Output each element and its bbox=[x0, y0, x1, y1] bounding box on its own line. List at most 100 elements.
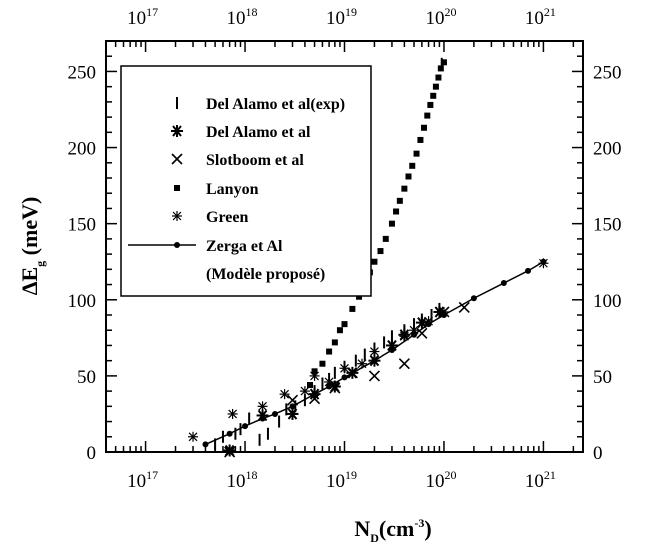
legend-label: Zerga et Al bbox=[206, 238, 283, 255]
data-point bbox=[309, 370, 320, 381]
legend-item: Slotboom et al bbox=[171, 152, 304, 169]
data-point bbox=[371, 357, 378, 364]
legend-marker bbox=[172, 211, 182, 221]
x-tick-label-top: 1020 bbox=[425, 5, 456, 29]
x-axis-title: ND(cm-3) bbox=[354, 516, 431, 545]
legend-note: (Modèle proposé) bbox=[206, 266, 325, 283]
x-tick-label-top: 1021 bbox=[525, 5, 556, 29]
data-point bbox=[299, 386, 310, 397]
legend-label: Del Alamo et al(exp) bbox=[206, 96, 345, 113]
data-point bbox=[458, 301, 470, 313]
data-point bbox=[307, 382, 314, 389]
data-point bbox=[326, 383, 333, 390]
data-point bbox=[349, 305, 356, 312]
data-point bbox=[388, 220, 395, 227]
data-point bbox=[224, 446, 236, 458]
data-point bbox=[396, 197, 403, 204]
y-tick-label-left: 0 bbox=[87, 443, 97, 464]
y-tick-label-left: 200 bbox=[68, 139, 97, 160]
data-point bbox=[289, 403, 296, 410]
data-point bbox=[525, 267, 532, 274]
data-point bbox=[424, 112, 431, 119]
data-point bbox=[311, 391, 318, 398]
y-tick-label-right: 200 bbox=[593, 139, 622, 160]
data-point bbox=[341, 321, 348, 328]
legend-label: Lanyon bbox=[206, 181, 259, 198]
x-tick-label-bottom: 1021 bbox=[525, 468, 556, 492]
data-point bbox=[415, 316, 428, 329]
x-tick-label-bottom: 1019 bbox=[326, 468, 357, 492]
data-point bbox=[339, 363, 350, 374]
data-point bbox=[226, 430, 233, 437]
x-tick-label-top: 1018 bbox=[227, 5, 258, 29]
legend-item: Del Alamo et al bbox=[171, 124, 311, 141]
data-point bbox=[331, 339, 338, 346]
data-point bbox=[368, 370, 381, 382]
y-tick-label-right: 0 bbox=[593, 443, 603, 464]
data-point bbox=[202, 441, 209, 448]
data-point bbox=[398, 358, 410, 370]
y-tick-label-left: 150 bbox=[68, 215, 97, 236]
y-tick-label-left: 100 bbox=[68, 291, 97, 312]
data-point bbox=[271, 410, 278, 417]
data-point bbox=[257, 401, 268, 412]
axis-ticks bbox=[105, 40, 583, 453]
legend-item: Zerga et Al bbox=[128, 238, 283, 255]
data-point bbox=[223, 444, 236, 457]
data-point bbox=[540, 258, 547, 265]
data-point bbox=[286, 394, 299, 406]
y-tick-label-right: 150 bbox=[593, 215, 622, 236]
legend-box bbox=[120, 65, 372, 297]
x-tick-label-top: 1017 bbox=[127, 5, 158, 29]
y-tick-label-right: 50 bbox=[593, 367, 612, 388]
data-point bbox=[259, 415, 266, 422]
data-point bbox=[242, 423, 249, 430]
legend-item: Green bbox=[172, 209, 248, 226]
y-tick-label-right: 250 bbox=[593, 62, 622, 83]
data-point bbox=[369, 346, 380, 357]
data-point bbox=[377, 248, 384, 255]
x-tick-label-bottom: 1018 bbox=[227, 468, 258, 492]
series-zerga-et-al bbox=[202, 258, 547, 448]
data-point bbox=[286, 407, 299, 420]
data-point bbox=[421, 124, 428, 131]
legend-item: Lanyon bbox=[174, 181, 259, 198]
data-point bbox=[393, 208, 400, 215]
data-point bbox=[336, 327, 343, 334]
y-tick-label-left: 50 bbox=[77, 367, 96, 388]
data-point bbox=[227, 408, 238, 419]
data-point bbox=[435, 74, 442, 81]
data-point bbox=[371, 258, 378, 265]
data-point bbox=[425, 321, 432, 328]
data-point bbox=[470, 295, 477, 302]
x-tick-label-bottom: 1017 bbox=[127, 468, 158, 492]
data-point bbox=[405, 173, 412, 180]
data-point bbox=[341, 374, 348, 381]
data-point bbox=[279, 389, 290, 400]
legend-marker bbox=[171, 153, 183, 165]
data-point bbox=[411, 331, 418, 338]
y-tick-label-right: 100 bbox=[593, 291, 622, 312]
data-point bbox=[432, 83, 439, 90]
legend-label: Del Alamo et al bbox=[206, 124, 311, 141]
data-point bbox=[382, 235, 389, 242]
data-point bbox=[413, 150, 420, 157]
data-point bbox=[430, 92, 437, 99]
x-tick-label-bottom: 1020 bbox=[425, 468, 456, 492]
tick-labels: 1017 1017 1018 1018 1019 1019 1020 1020 1021 1021… bbox=[68, 5, 622, 492]
data-point bbox=[388, 347, 395, 354]
legend: Del Alamo et al(exp) Del Alamo et al Slotb… bbox=[120, 65, 372, 297]
data-point bbox=[401, 185, 408, 192]
data-point bbox=[440, 59, 447, 66]
data-point bbox=[326, 348, 333, 355]
legend-label: Green bbox=[206, 209, 248, 226]
y-tick-label-left: 250 bbox=[68, 62, 97, 83]
data-point bbox=[437, 65, 444, 72]
data-point bbox=[319, 360, 326, 367]
series-line bbox=[205, 261, 544, 446]
y-axis-title: ΔEg (meV) bbox=[17, 197, 47, 296]
legend-items: Del Alamo et al(exp) Del Alamo et al Slotb… bbox=[128, 96, 345, 255]
data-point bbox=[500, 280, 507, 287]
data-point bbox=[409, 162, 416, 169]
data-point bbox=[417, 136, 424, 143]
